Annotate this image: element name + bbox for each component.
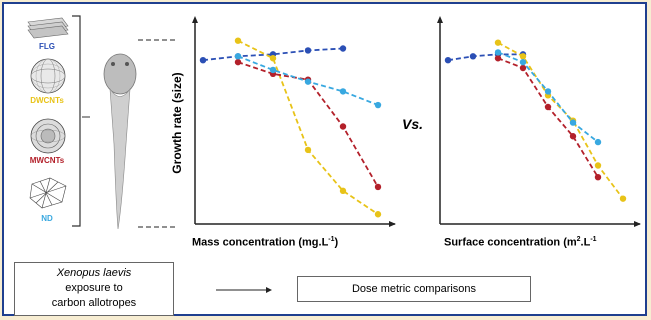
- data-point-0-0: [444, 57, 452, 64]
- data-point-0-1: [469, 53, 477, 60]
- x-axis-label-mass-sup: -1: [328, 236, 335, 243]
- legend-label-flg: FLG: [39, 42, 55, 51]
- exposure-line-1: Xenopus laevis: [56, 267, 132, 279]
- legend-label-dwcnts: DWCNTs: [30, 96, 64, 105]
- data-point-2-1: [519, 64, 527, 72]
- y-axis-label: Growth rate (size): [170, 72, 184, 174]
- series-line-0: [447, 53, 523, 62]
- data-point-3-1: [269, 66, 277, 74]
- nanodiamond-icon: [29, 177, 67, 209]
- graphene-icon: [27, 17, 69, 39]
- data-point-3-0: [494, 49, 502, 56]
- legend-label-mwcnts: MWCNTs: [29, 156, 65, 165]
- dwcnt-icon: [30, 58, 66, 94]
- x-axis-label-surface-sup: 2: [576, 236, 581, 243]
- series-line-1: [497, 41, 624, 200]
- data-point-3-3: [569, 119, 577, 126]
- exposure-box: Xenopus laevis exposure to carbon allotr…: [14, 262, 174, 316]
- x-axis-label-surface-mid: .L: [580, 236, 591, 249]
- flow-arrow: [216, 287, 272, 293]
- mass-concentration-chart: [192, 16, 396, 227]
- exposure-line-3: carbon allotropes: [51, 297, 137, 309]
- data-point-2-0: [494, 55, 502, 62]
- data-point-3-2: [304, 78, 312, 85]
- data-point-2-4: [374, 183, 382, 191]
- data-point-1-0: [234, 37, 242, 44]
- data-point-1-5: [619, 195, 627, 202]
- data-point-1-1: [519, 53, 527, 60]
- data-point-3-2: [544, 88, 552, 95]
- data-point-2-4: [594, 174, 602, 181]
- mwcnt-icon: [30, 118, 66, 154]
- data-point-2-3: [569, 133, 577, 140]
- data-point-0-3: [304, 47, 312, 54]
- data-point-1-4: [594, 162, 602, 169]
- data-point-0-0: [199, 57, 207, 64]
- data-point-3-1: [519, 58, 527, 66]
- y-axis-arrow: [437, 16, 443, 23]
- comparison-box: Dose metric comparisons: [297, 276, 531, 302]
- x-axis-label-surface-sup2: -1: [590, 236, 597, 243]
- tadpole-illustration: [82, 39, 178, 230]
- figure-frame: FLG DWCNTs MWCNTs ND Growth rate (size) …: [2, 2, 647, 316]
- x-axis-arrow: [634, 221, 641, 227]
- data-point-3-0: [234, 53, 242, 60]
- x-axis-label-mass: Mass concentration (mg.L-1): [192, 236, 338, 249]
- series-line-2: [497, 57, 599, 178]
- series-line-1: [237, 39, 379, 215]
- data-point-2-0: [234, 58, 242, 66]
- material-legend: FLG DWCNTs MWCNTs ND: [10, 12, 90, 230]
- x-axis-arrow: [389, 221, 396, 227]
- x-axis-label-mass-text: Mass concentration (mg.L: [192, 236, 329, 249]
- legend-label-nd: ND: [41, 214, 53, 223]
- data-point-3-4: [594, 138, 602, 146]
- material-icons: [27, 15, 81, 227]
- x-axis-label-surface: Surface concentration (m2.L-1: [444, 236, 597, 249]
- x-axis-label-mass-close: ): [334, 236, 339, 249]
- data-point-2-3: [339, 123, 347, 130]
- data-point-1-4: [374, 211, 382, 218]
- data-point-0-4: [339, 45, 347, 52]
- x-axis-label-surface-text: Surface concentration (m: [444, 236, 577, 249]
- data-point-1-2: [304, 146, 312, 154]
- data-point-1-1: [269, 55, 277, 62]
- data-point-2-2: [544, 103, 552, 111]
- data-point-1-0: [494, 39, 502, 46]
- y-axis-arrow: [192, 16, 198, 23]
- data-point-3-4: [374, 101, 382, 109]
- data-point-3-3: [339, 88, 347, 95]
- data-point-1-3: [339, 187, 347, 195]
- exposure-line-2: exposure to: [65, 282, 123, 294]
- surface-concentration-chart: [437, 16, 641, 227]
- versus-label: Vs.: [402, 116, 424, 132]
